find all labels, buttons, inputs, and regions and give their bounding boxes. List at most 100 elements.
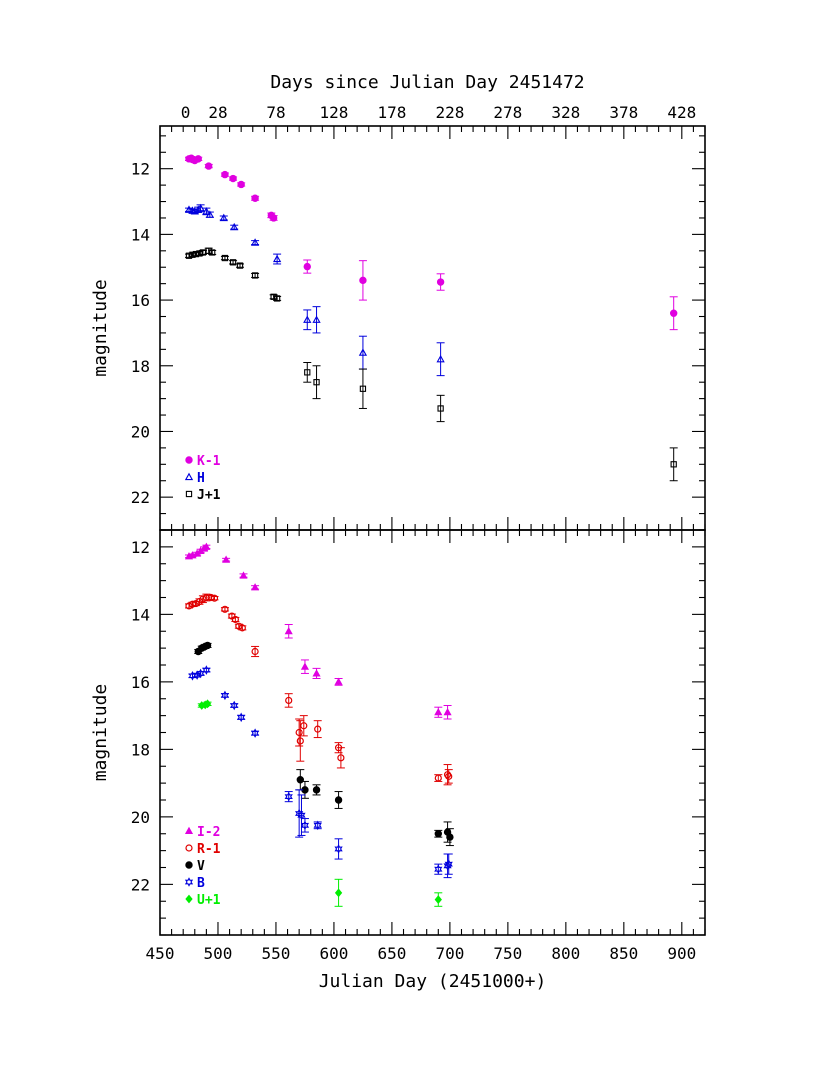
data-point — [434, 830, 442, 838]
legend-label: R-1 — [197, 842, 221, 857]
data-point — [434, 774, 442, 782]
data-point — [230, 700, 239, 711]
data-point — [236, 262, 244, 269]
data-point — [296, 737, 304, 745]
legend-entry: B — [184, 876, 205, 891]
series-j-1 — [184, 247, 678, 482]
legend-entry: J+1 — [185, 488, 221, 503]
top-axis-tick-label: 0 — [181, 103, 191, 122]
top-axis-tick-label: 378 — [609, 103, 638, 122]
data-point — [251, 194, 259, 202]
data-point — [334, 677, 343, 685]
data-point — [196, 203, 205, 212]
top-axis-tick-label: 328 — [551, 103, 580, 122]
x-tick-label: 550 — [262, 944, 291, 963]
top-axis-tick-label: 128 — [319, 103, 348, 122]
data-point — [359, 276, 367, 285]
data-point — [185, 861, 193, 869]
data-point — [434, 895, 442, 904]
data-point — [312, 669, 321, 677]
y-tick-label: 22 — [131, 875, 150, 894]
legend-label: H — [197, 471, 205, 486]
legend-entry: K-1 — [185, 454, 221, 469]
y-tick-label: 12 — [131, 160, 150, 179]
data-point — [445, 772, 453, 780]
x-tick-label: 450 — [146, 944, 175, 963]
data-point — [184, 472, 194, 481]
top-axis-title: Days since Julian Day 2451472 — [270, 72, 584, 93]
data-point — [219, 213, 228, 222]
data-point — [295, 728, 303, 737]
data-point — [222, 555, 231, 563]
data-point — [296, 776, 305, 784]
y-tick-label: 14 — [131, 225, 150, 244]
data-point — [272, 254, 282, 263]
bottom-panel: 12 14 16 18 20 22 magnitude 450 500 550 600 650 700 7… — [90, 529, 706, 992]
data-point — [194, 205, 203, 213]
plot-frame — [159, 529, 706, 936]
series-u-1 — [197, 699, 443, 907]
data-point — [446, 833, 454, 841]
y-tick-label: 18 — [131, 740, 150, 759]
data-point — [269, 214, 278, 222]
top-axis-tick-label: 428 — [667, 103, 696, 122]
data-point — [237, 180, 245, 189]
legend-entry: V — [185, 859, 205, 874]
data-point — [230, 222, 239, 231]
legend-label: V — [197, 859, 205, 874]
data-point — [231, 615, 239, 624]
data-point — [194, 155, 202, 163]
legend-entry: I-2 — [184, 825, 220, 840]
data-point — [273, 295, 281, 302]
data-point — [314, 725, 322, 733]
top-panel: 12 14 16 18 20 22 magnitude 0 28 78 128 178 228 278 32… — [90, 72, 706, 531]
data-point — [237, 712, 246, 723]
data-point — [434, 708, 443, 716]
legend-entry: R-1 — [185, 842, 221, 857]
data-point — [436, 278, 445, 286]
legend-label: I-2 — [197, 825, 220, 840]
legend-entry: U+1 — [185, 893, 221, 908]
x-tick-label: 500 — [204, 944, 233, 963]
x-tick-label: 750 — [493, 944, 522, 963]
data-point — [434, 864, 443, 874]
data-point — [251, 583, 260, 591]
data-point — [251, 272, 259, 279]
data-point — [185, 456, 193, 464]
y-tick-label: 16 — [131, 291, 150, 310]
legend-label: B — [197, 876, 205, 891]
data-point — [184, 877, 194, 887]
data-point — [300, 662, 309, 670]
data-point — [229, 259, 237, 266]
data-point — [199, 249, 207, 256]
data-point — [359, 385, 367, 392]
data-point — [300, 820, 310, 831]
data-point — [334, 796, 343, 804]
y-tick-label: 20 — [131, 808, 150, 827]
series-v — [194, 641, 454, 847]
data-point — [303, 262, 311, 271]
data-point — [202, 665, 211, 675]
series-b — [188, 665, 453, 879]
data-point — [436, 354, 445, 363]
data-point — [313, 379, 320, 386]
data-point — [184, 826, 194, 835]
data-point — [203, 641, 212, 650]
legend-entry: H — [184, 471, 205, 486]
data-point — [185, 844, 193, 852]
legend-label: J+1 — [197, 488, 221, 503]
data-point — [670, 461, 677, 468]
y-axis-title: magnitude — [90, 684, 111, 782]
y-axis-title: magnitude — [90, 279, 111, 377]
data-point — [210, 594, 219, 602]
data-point — [250, 238, 260, 246]
data-point — [337, 754, 345, 762]
data-point — [221, 254, 229, 262]
y-tick-label: 14 — [131, 605, 150, 624]
legend-label: K-1 — [197, 454, 221, 469]
top-axis-tick-label: 78 — [266, 103, 285, 122]
data-point — [358, 348, 368, 356]
data-point — [284, 791, 293, 802]
data-point — [203, 699, 212, 709]
